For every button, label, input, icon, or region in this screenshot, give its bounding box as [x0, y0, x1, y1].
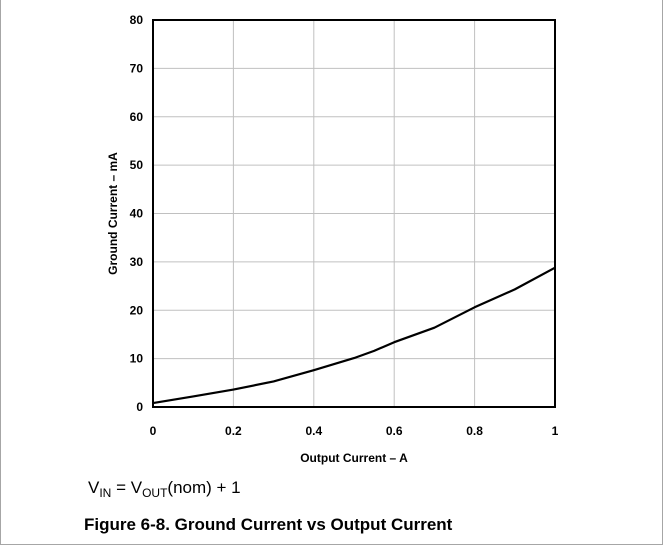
y-tick-label: 20 [130, 303, 144, 317]
y-tick-label: 10 [130, 352, 144, 366]
figure-caption: Figure 6-8. Ground Current vs Output Cur… [84, 515, 453, 534]
grid-lines [153, 20, 555, 407]
condition-v: V [88, 478, 100, 497]
ground-current-line [152, 266, 556, 405]
y-tick-label: 30 [130, 255, 144, 269]
condition-in-subscript: IN [99, 486, 112, 500]
y-tick-label: 40 [130, 207, 144, 221]
x-tick-label: 0 [150, 424, 157, 438]
y-tick-label: 70 [130, 61, 144, 75]
y-tick-label: 0 [136, 400, 143, 414]
condition-equals-v: = V [111, 478, 143, 497]
y-tick-label: 60 [130, 110, 144, 124]
x-tick-label: 1 [552, 424, 559, 438]
condition-rest: (nom) + 1 [167, 478, 241, 497]
x-axis-title: Output Current – A [300, 451, 408, 465]
x-tick-label: 0.4 [305, 424, 322, 438]
condition-out-subscript: OUT [142, 486, 168, 500]
x-tick-label: 0.6 [386, 424, 403, 438]
test-condition: VIN = VOUT(nom) + 1 [88, 478, 241, 500]
x-tick-label: 0.8 [466, 424, 483, 438]
y-axis-title: Ground Current – mA [106, 152, 120, 275]
y-tick-label: 50 [130, 158, 144, 172]
x-tick-label: 0.2 [225, 424, 242, 438]
plot-area [152, 19, 556, 408]
y-tick-label: 80 [130, 13, 144, 27]
